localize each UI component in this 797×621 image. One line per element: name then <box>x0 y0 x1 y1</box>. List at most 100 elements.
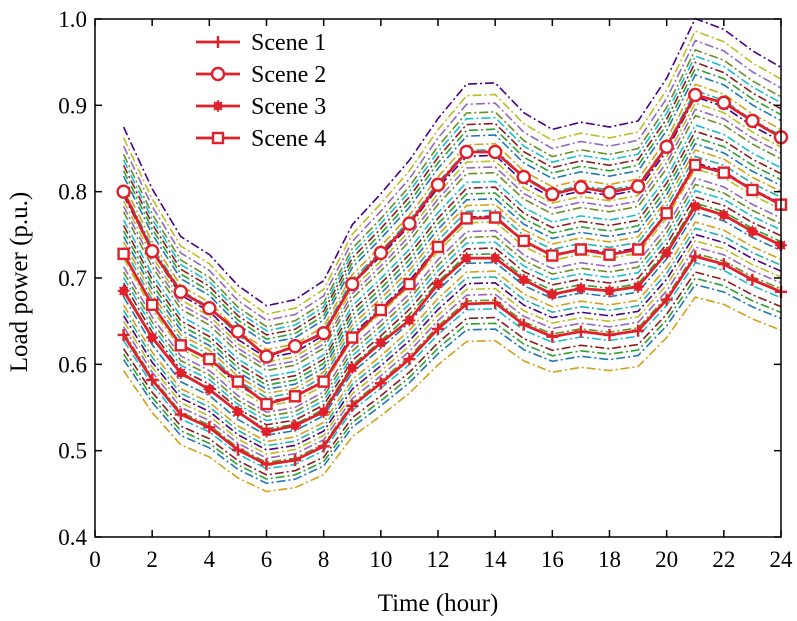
background-scenario-line <box>122 283 782 485</box>
scene-4-point <box>260 397 273 411</box>
background-scenario-line <box>122 130 782 382</box>
background-scenario-line <box>122 233 782 451</box>
scene-1-point <box>689 250 702 263</box>
x-tick-label: 16 <box>541 547 564 572</box>
scene-4-point <box>746 183 759 197</box>
scene-2-point <box>602 185 617 200</box>
x-tick-label: 14 <box>484 547 508 572</box>
scene-1-point <box>146 373 159 386</box>
background-scenario-line <box>122 73 782 345</box>
scene-4-point <box>317 375 330 388</box>
background-scenario-line <box>122 124 782 378</box>
scene-3-point-spokes <box>489 252 502 265</box>
scene-2-point <box>688 87 703 103</box>
legend-marker-spokes <box>212 100 224 112</box>
y-tick-label: 0.5 <box>58 439 87 464</box>
scene-2-point <box>430 177 446 192</box>
y-tick-label: 0.7 <box>58 266 87 291</box>
x-tick-label: 22 <box>712 547 735 572</box>
scene-3-point-spokes <box>460 252 473 265</box>
scene-1-point <box>374 377 387 390</box>
scene-1-point <box>603 328 616 341</box>
scene-1-point <box>574 325 587 338</box>
x-tick-label: 10 <box>369 547 392 572</box>
background-scenario-lines <box>122 17 782 493</box>
background-scenario-line <box>122 61 782 336</box>
scene-1-point <box>432 322 444 335</box>
scene-2-point <box>116 184 131 199</box>
legend-entry-scene-2: Scene 2 <box>196 62 326 88</box>
scene-3-point-spokes <box>632 280 645 293</box>
scene-1-point <box>174 408 187 421</box>
y-tick-label: 0.4 <box>58 525 87 550</box>
scene-1-point <box>403 353 416 366</box>
legend-entry-scene-3: Scene 3 <box>196 94 326 120</box>
background-scenario-line <box>122 48 782 328</box>
x-tick-label: 12 <box>427 547 450 572</box>
x-tick-label: 24 <box>770 547 794 572</box>
scene-2-point <box>716 95 732 110</box>
scene-4-point <box>488 211 502 224</box>
y-tick-label: 1.0 <box>58 7 87 32</box>
x-tick-label: 4 <box>204 547 216 572</box>
scene-3-point-spokes <box>289 419 302 432</box>
scene-2-point <box>173 284 188 300</box>
scene-4-point <box>689 158 702 172</box>
x-tick-label: 6 <box>261 547 273 572</box>
y-tick-label: 0.8 <box>58 180 87 205</box>
scene-1-point <box>717 258 730 271</box>
x-tick-label: 18 <box>598 547 621 572</box>
background-scenario-line <box>122 67 782 340</box>
scene-2-point <box>345 276 360 292</box>
background-scenario-line <box>122 17 782 307</box>
scene-3-line <box>122 204 782 434</box>
scene-2-point <box>230 324 246 339</box>
scene-3-point-spokes <box>689 200 702 213</box>
scene-2-point <box>459 144 474 160</box>
scene-1-point <box>346 399 359 412</box>
scene-3-point-spokes <box>374 336 387 349</box>
legend: Scene 1 Scene 2 Scene 3 Scene 4 <box>196 30 326 152</box>
scene-1-point <box>117 328 130 341</box>
scene-3-series <box>117 200 787 438</box>
scene-4-point <box>374 303 388 317</box>
scene-1-point <box>231 443 244 456</box>
scene-1-point <box>746 273 759 286</box>
scene-1-point <box>203 421 216 434</box>
scene-2-point <box>745 113 760 129</box>
background-scenario-line <box>122 211 782 437</box>
scene-2-point <box>659 139 674 154</box>
background-scenario-line <box>122 30 782 315</box>
scene-4-point <box>203 352 216 366</box>
x-tick-label: 20 <box>655 547 678 572</box>
background-scenario-line <box>122 227 782 447</box>
scene-4-point <box>603 248 616 261</box>
background-scenario-line <box>122 296 782 493</box>
scene-1-line <box>122 254 782 466</box>
scene-2-point <box>287 339 303 354</box>
scene-4-point <box>517 234 530 248</box>
scene-1-point <box>632 324 645 337</box>
scene-2-point <box>316 326 331 341</box>
scene-4-point <box>631 243 645 256</box>
scene-3-point-spokes <box>117 284 130 297</box>
y-axis-title: Load power (p.u.) <box>6 192 33 373</box>
legend-marker <box>212 36 224 48</box>
scene-4-point <box>145 298 159 311</box>
background-scenario-line <box>122 108 782 368</box>
scene-3-point-spokes <box>403 314 416 327</box>
background-scenario-line <box>122 246 782 460</box>
scene-2-point <box>516 169 531 185</box>
background-scenario-line <box>122 196 782 426</box>
legend-label: Scene 2 <box>251 62 326 88</box>
scene-3-point-spokes <box>717 208 730 221</box>
scene-3-point-spokes <box>203 383 216 396</box>
legend-entry-scene-1: Scene 1 <box>196 30 326 56</box>
background-scenario-line <box>122 83 782 351</box>
scene-2-point <box>144 244 160 259</box>
background-scenario-line <box>122 55 782 332</box>
legend-label: Scene 1 <box>251 30 326 56</box>
x-axis-title: Time (hour) <box>378 590 499 617</box>
scene-3-point-spokes <box>317 405 330 418</box>
legend-marker <box>211 131 225 145</box>
